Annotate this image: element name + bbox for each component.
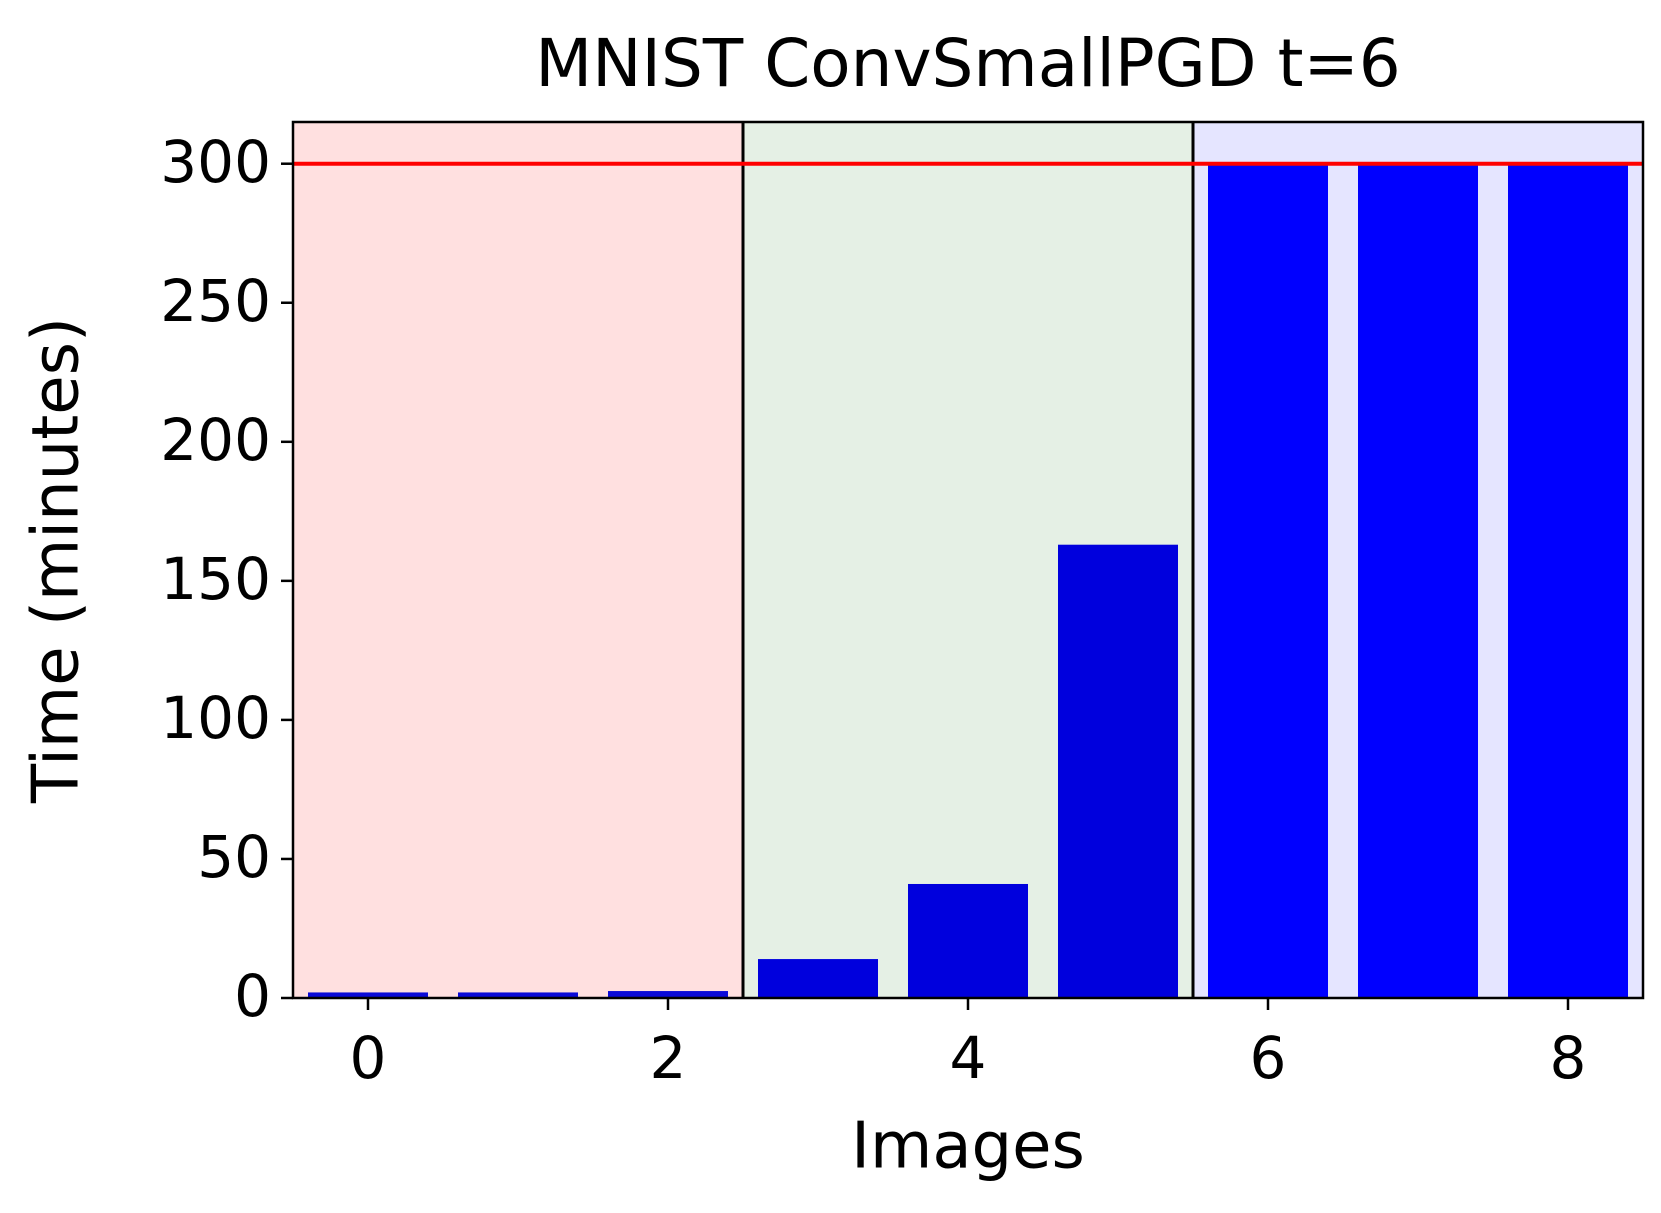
background-span bbox=[293, 122, 743, 998]
y-axis-label: Time (minutes) bbox=[20, 317, 94, 804]
bar bbox=[1208, 163, 1328, 998]
bar bbox=[1508, 163, 1628, 998]
x-tick-label: 0 bbox=[350, 1024, 387, 1092]
bar bbox=[758, 959, 878, 998]
bar bbox=[1058, 544, 1178, 998]
x-tick-label: 2 bbox=[650, 1024, 687, 1092]
bar bbox=[1358, 163, 1478, 998]
y-tick-label: 0 bbox=[234, 962, 271, 1030]
bar bbox=[458, 992, 578, 998]
x-tick-label: 4 bbox=[950, 1024, 987, 1092]
bar bbox=[608, 991, 728, 998]
y-tick-label: 200 bbox=[160, 406, 271, 474]
bar bbox=[908, 883, 1028, 998]
y-tick-label: 250 bbox=[160, 267, 271, 335]
x-tick-label: 6 bbox=[1250, 1024, 1287, 1092]
x-axis-label: Images bbox=[851, 1110, 1085, 1184]
x-tick-label: 8 bbox=[1550, 1024, 1587, 1092]
y-tick-label: 100 bbox=[160, 684, 271, 752]
y-tick-label: 300 bbox=[160, 128, 271, 196]
bar bbox=[308, 992, 428, 998]
y-tick-label: 50 bbox=[197, 823, 271, 891]
y-tick-label: 150 bbox=[160, 545, 271, 613]
chart-title: MNIST ConvSmallPGD t=6 bbox=[535, 25, 1401, 102]
